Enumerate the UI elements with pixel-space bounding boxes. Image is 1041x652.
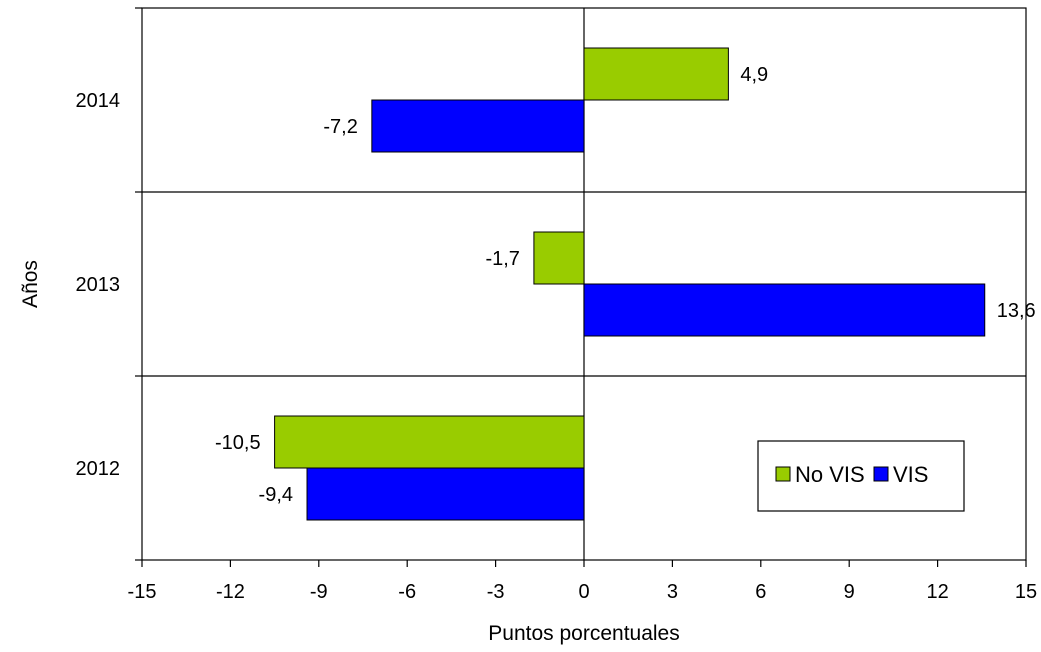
data-labels-group: 4,9 -7,2 -1,7 13,6 -10,5 -9,4 (215, 64, 1036, 506)
data-label-vis-2013: 13,6 (997, 300, 1036, 322)
legend-swatch-vis (873, 466, 889, 482)
bar-vis-2014 (371, 99, 585, 153)
x-tick-label: 15 (1015, 581, 1037, 603)
x-tick-label: 12 (926, 581, 948, 603)
bar-vis-2013 (583, 283, 986, 337)
bar-no-vis-2012 (274, 415, 585, 469)
x-axis-ticks: -15 -12 -9 -6 -3 0 3 6 9 12 15 (128, 560, 1037, 603)
x-tick-label: -15 (128, 581, 157, 603)
bar-no-vis-2013 (533, 231, 585, 285)
data-label-no-vis-2013: -1,7 (485, 248, 519, 270)
bars-group (274, 47, 986, 521)
legend-label-no-vis: No VIS (795, 462, 865, 487)
y-tick-label: 2014 (76, 90, 121, 112)
x-tick-label: 0 (578, 581, 589, 603)
y-tick-label: 2013 (76, 274, 121, 296)
x-tick-label: 3 (667, 581, 678, 603)
x-tick-label: -12 (216, 581, 245, 603)
x-tick-label: 6 (755, 581, 766, 603)
x-axis-title: Puntos porcentuales (488, 622, 679, 645)
legend-swatch-no-vis (775, 466, 791, 482)
bar-no-vis-2014 (583, 47, 729, 101)
data-label-vis-2012: -9,4 (259, 484, 293, 506)
data-label-vis-2014: -7,2 (323, 116, 357, 138)
bar-vis-2012 (306, 467, 585, 521)
x-tick-label: 9 (844, 581, 855, 603)
x-tick-label: -6 (398, 581, 416, 603)
legend-label-vis: VIS (893, 462, 928, 487)
x-tick-label: -3 (487, 581, 505, 603)
data-label-no-vis-2012: -10,5 (215, 432, 261, 454)
y-axis-ticks: 2014 2013 2012 (76, 7, 142, 561)
x-tick-label: -9 (310, 581, 328, 603)
legend-box (757, 440, 965, 512)
legend: No VIS VIS (757, 440, 965, 512)
y-axis-title: Años (19, 260, 42, 308)
y-tick-label: 2012 (76, 458, 121, 480)
data-label-no-vis-2014: 4,9 (740, 64, 768, 86)
